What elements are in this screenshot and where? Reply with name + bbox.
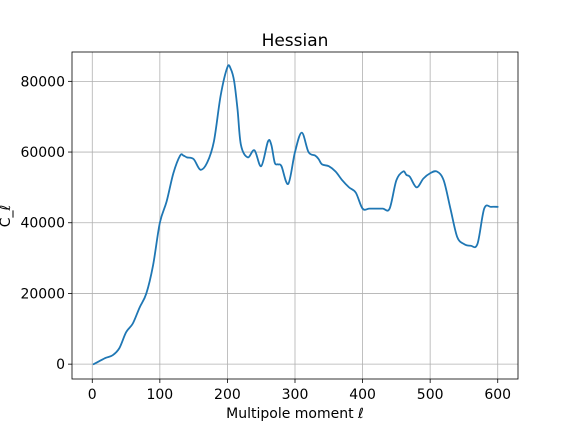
y-axis-label: C_ℓ (0, 205, 14, 228)
y-tick-label: 0 (56, 357, 65, 373)
y-tick-label: 60000 (20, 145, 65, 161)
x-tick-label: 500 (417, 387, 444, 403)
x-tick-labels: 0 100 200 300 400 500 600 (88, 387, 511, 403)
x-axis-label: Multipole moment ℓ (226, 406, 364, 422)
y-tick-labels: 0 20000 40000 60000 80000 (20, 74, 65, 373)
axis-ticks (68, 80, 499, 383)
x-tick-label: 400 (349, 387, 376, 403)
series-line-0 (92, 64, 499, 366)
x-tick-label: 100 (146, 387, 173, 403)
series-layer (92, 64, 499, 366)
y-tick-label: 80000 (20, 74, 65, 90)
x-tick-label: 0 (88, 387, 97, 403)
plot-frame (71, 51, 519, 380)
chart-title: Hessian (262, 31, 329, 51)
x-tick-label: 300 (282, 387, 309, 403)
grid-lines (72, 52, 518, 379)
y-tick-label: 40000 (20, 216, 65, 232)
y-tick-label: 20000 (20, 286, 65, 302)
x-tick-label: 600 (484, 387, 511, 403)
x-tick-label: 200 (214, 387, 241, 403)
